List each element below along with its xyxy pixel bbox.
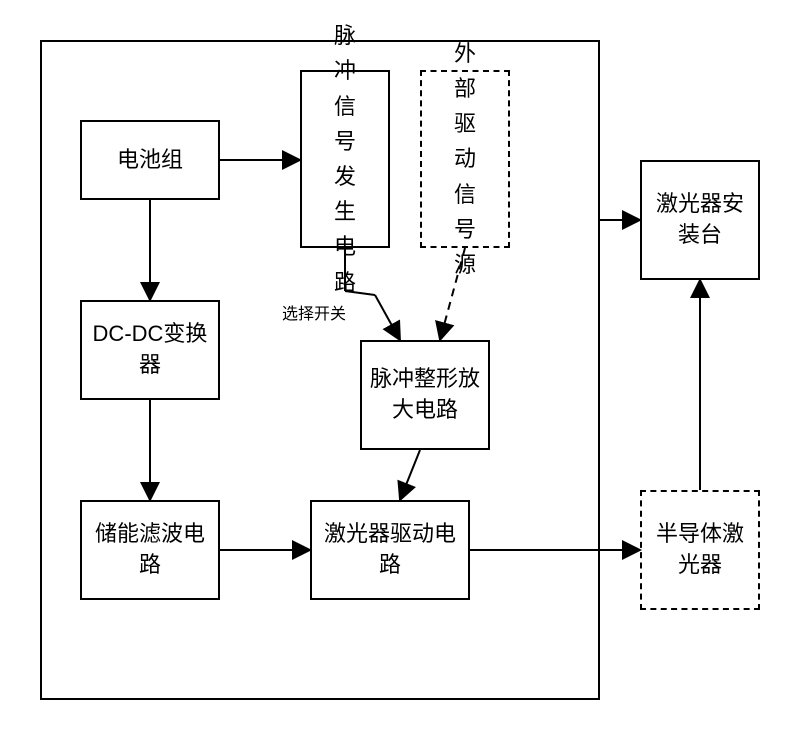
node-mount-label: 激光器安装台 xyxy=(648,189,752,251)
node-pulse-gen-label: 脉冲信号发生电路 xyxy=(334,18,356,300)
switch-label: 选择开关 xyxy=(282,300,346,324)
node-pulse-gen: 脉冲信号发生电路 xyxy=(300,70,390,248)
node-driver-label: 激光器驱动电路 xyxy=(318,519,462,581)
node-driver: 激光器驱动电路 xyxy=(310,500,470,600)
node-dcdc-label: DC-DC变换器 xyxy=(88,319,212,381)
node-shaping-label: 脉冲整形放大电路 xyxy=(368,364,482,426)
node-ext-src: 外部驱动信号源 xyxy=(420,70,510,248)
node-shaping: 脉冲整形放大电路 xyxy=(360,340,490,450)
node-ext-src-label: 外部驱动信号源 xyxy=(454,36,476,282)
switch-label-text: 选择开关 xyxy=(282,306,346,323)
node-battery-label: 电池组 xyxy=(117,145,183,176)
node-mount: 激光器安装台 xyxy=(640,160,760,280)
node-battery: 电池组 xyxy=(80,120,220,200)
node-dcdc: DC-DC变换器 xyxy=(80,300,220,400)
node-laser-label: 半导体激光器 xyxy=(648,519,752,581)
node-laser: 半导体激光器 xyxy=(640,490,760,610)
node-storage-label: 储能滤波电路 xyxy=(88,519,212,581)
node-storage: 储能滤波电路 xyxy=(80,500,220,600)
